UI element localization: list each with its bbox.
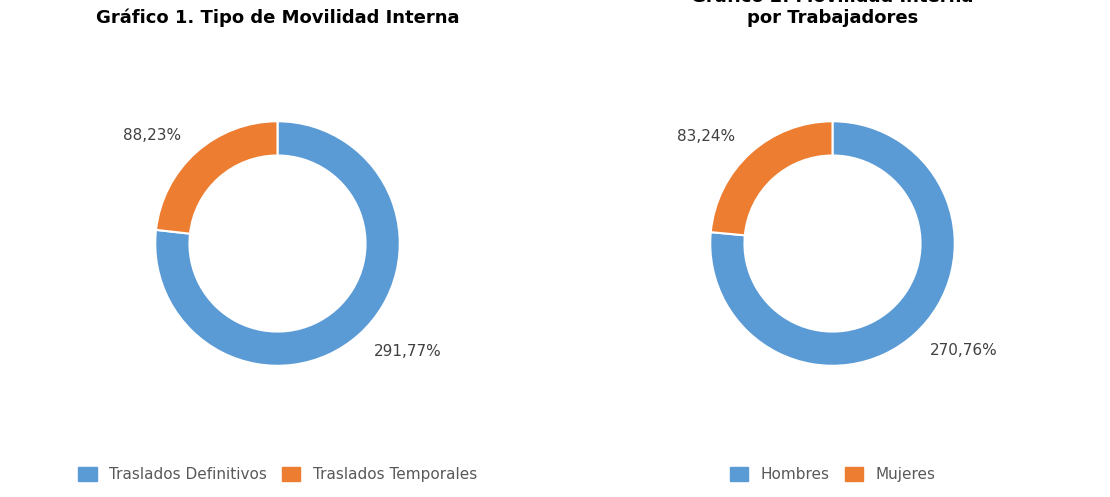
Title: Gráfico 2. Movilidad Interna
por Trabajadores: Gráfico 2. Movilidad Interna por Trabaja…: [692, 0, 973, 27]
Wedge shape: [710, 121, 832, 235]
Legend: Traslados Definitivos, Traslados Temporales: Traslados Definitivos, Traslados Tempora…: [72, 461, 483, 489]
Title: Gráfico 1. Tipo de Movilidad Interna: Gráfico 1. Tipo de Movilidad Interna: [95, 8, 460, 27]
Wedge shape: [155, 121, 400, 366]
Text: 88,23%: 88,23%: [123, 128, 181, 144]
Wedge shape: [710, 121, 955, 366]
Legend: Hombres, Mujeres: Hombres, Mujeres: [724, 461, 941, 489]
Text: 83,24%: 83,24%: [677, 129, 735, 144]
Text: 291,77%: 291,77%: [374, 343, 442, 359]
Text: 270,76%: 270,76%: [930, 343, 998, 358]
Wedge shape: [157, 121, 278, 234]
